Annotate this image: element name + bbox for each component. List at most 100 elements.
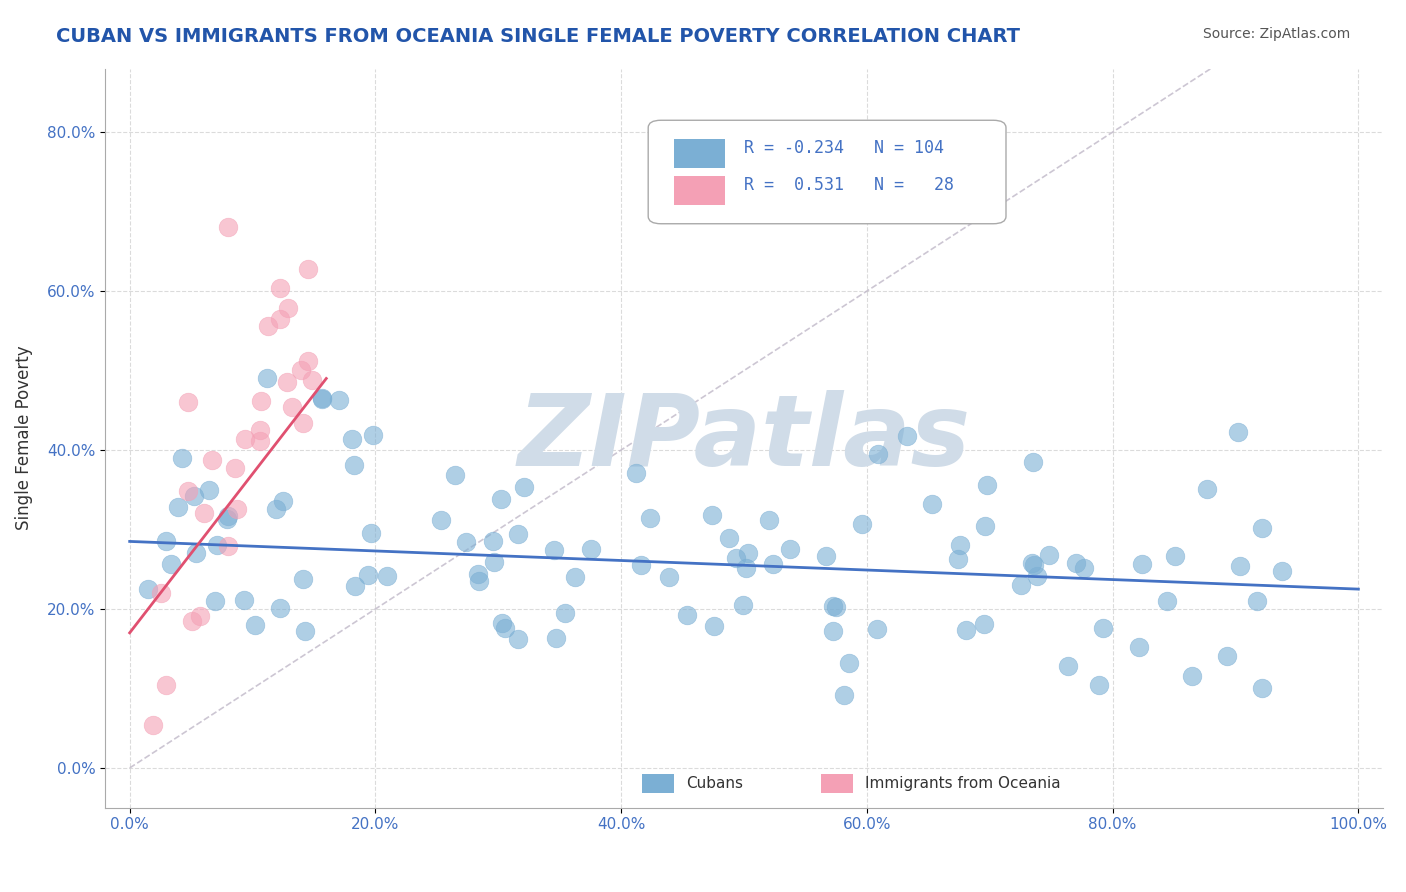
Point xyxy=(494,621,516,635)
Point xyxy=(456,535,478,549)
Point xyxy=(177,395,200,409)
Point xyxy=(177,484,200,499)
Point xyxy=(1026,569,1049,583)
Point xyxy=(762,557,785,571)
Point xyxy=(204,594,226,608)
Point xyxy=(703,619,725,633)
Point xyxy=(851,516,873,531)
Y-axis label: Single Female Poverty: Single Female Poverty xyxy=(15,346,32,531)
Point xyxy=(155,678,177,692)
Point xyxy=(1216,648,1239,663)
Point xyxy=(1132,557,1154,571)
Point xyxy=(256,370,278,384)
Point xyxy=(188,609,211,624)
Point xyxy=(1251,521,1274,535)
Point xyxy=(815,549,838,563)
Point xyxy=(1038,549,1060,563)
Point xyxy=(825,599,848,614)
Point xyxy=(1022,455,1045,469)
Point xyxy=(544,631,567,645)
Point xyxy=(256,319,278,334)
Text: R =  0.531   N =   28: R = 0.531 N = 28 xyxy=(744,177,955,194)
Point xyxy=(198,483,221,498)
Point xyxy=(430,513,453,527)
Point xyxy=(360,525,382,540)
Point xyxy=(297,261,319,276)
Point xyxy=(311,392,333,406)
Point xyxy=(866,622,889,636)
Point xyxy=(269,311,291,326)
FancyBboxPatch shape xyxy=(673,139,725,169)
Point xyxy=(1064,556,1087,570)
FancyBboxPatch shape xyxy=(673,176,725,205)
Point xyxy=(226,501,249,516)
Point xyxy=(489,491,512,506)
Point xyxy=(311,391,333,405)
Point xyxy=(579,541,602,556)
Point xyxy=(1181,669,1204,683)
Point xyxy=(249,423,271,437)
Point xyxy=(779,542,801,557)
Point xyxy=(444,467,467,482)
Point xyxy=(297,353,319,368)
FancyBboxPatch shape xyxy=(641,774,673,793)
Point xyxy=(868,447,890,461)
Point xyxy=(491,615,513,630)
Point xyxy=(1092,621,1115,635)
Point xyxy=(467,566,489,581)
Point xyxy=(1164,549,1187,563)
Point xyxy=(513,480,536,494)
Point xyxy=(640,510,662,524)
Point xyxy=(1073,560,1095,574)
Point xyxy=(506,527,529,541)
FancyBboxPatch shape xyxy=(821,774,852,793)
Point xyxy=(1057,658,1080,673)
Point xyxy=(724,550,747,565)
Point xyxy=(1195,482,1218,496)
Point xyxy=(344,579,367,593)
Point xyxy=(357,568,380,582)
Point xyxy=(343,458,366,472)
Point xyxy=(269,600,291,615)
Point xyxy=(291,417,314,431)
Point xyxy=(217,220,239,235)
Point xyxy=(292,572,315,586)
Point xyxy=(973,617,995,632)
Point xyxy=(1128,640,1150,654)
Point xyxy=(276,376,298,390)
Point xyxy=(564,569,586,583)
Point xyxy=(832,688,855,702)
Point xyxy=(294,624,316,638)
Point xyxy=(624,466,647,480)
Point xyxy=(155,533,177,548)
Point xyxy=(506,632,529,646)
Point xyxy=(1156,594,1178,608)
Point xyxy=(361,428,384,442)
Point xyxy=(217,509,239,524)
Text: ZIPatlas: ZIPatlas xyxy=(517,390,970,487)
Point xyxy=(290,363,312,377)
Point xyxy=(167,500,190,515)
Point xyxy=(838,657,860,671)
Point xyxy=(702,508,724,523)
Point xyxy=(264,502,287,516)
Point xyxy=(328,393,350,408)
Point xyxy=(205,538,228,552)
Point xyxy=(543,543,565,558)
Point xyxy=(955,623,977,637)
Point xyxy=(138,582,160,597)
Point xyxy=(482,533,505,548)
Point xyxy=(183,489,205,503)
Point xyxy=(1022,558,1045,572)
Point xyxy=(340,433,363,447)
Point xyxy=(301,373,323,387)
Point xyxy=(375,569,398,583)
Point xyxy=(1010,578,1032,592)
Point xyxy=(224,461,246,475)
Text: Immigrants from Oceania: Immigrants from Oceania xyxy=(866,776,1062,791)
Point xyxy=(554,607,576,621)
Point xyxy=(734,561,756,575)
Point xyxy=(482,555,505,569)
Point xyxy=(921,497,943,511)
Text: CUBAN VS IMMIGRANTS FROM OCEANIA SINGLE FEMALE POVERTY CORRELATION CHART: CUBAN VS IMMIGRANTS FROM OCEANIA SINGLE … xyxy=(56,27,1021,45)
